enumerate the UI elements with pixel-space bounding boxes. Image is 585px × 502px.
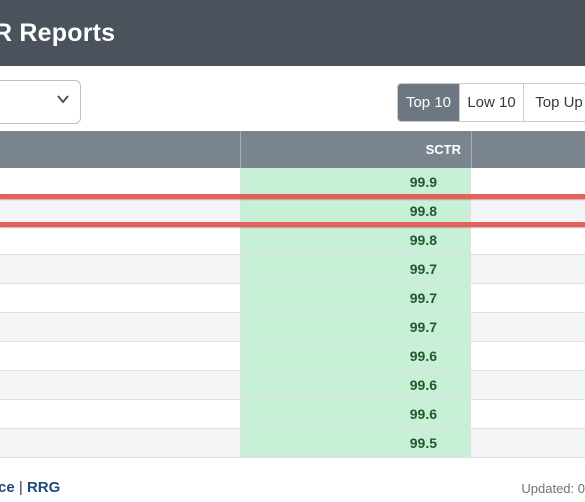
footer-separator: | [18,479,23,496]
sctr-cell: 99.6 [240,371,471,399]
table-row[interactable]: 99.6 [0,342,585,371]
sctr-cell: 99.7 [240,313,471,341]
table-header: SCTR [0,131,585,168]
table-row[interactable]: 99.7 [0,255,585,284]
sctr-cell: 99.8 [240,226,471,254]
table-row[interactable]: 99.5 [0,429,585,458]
footer-link-partial[interactable]: ce [0,479,15,496]
table-row[interactable]: 99.7 [0,313,585,342]
footer-links: ce | RRG [0,479,60,496]
top-up-button[interactable]: Top Up [524,84,585,121]
highlight-line-top [0,194,585,199]
ranking-segmented-control: Top 10 Low 10 Top Up [397,83,585,122]
rrg-link[interactable]: RRG [26,479,61,496]
top-10-button[interactable]: Top 10 [398,84,460,121]
report-select-dropdown[interactable] [0,80,81,124]
sctr-cell: 99.6 [240,342,471,370]
chevron-down-icon [57,95,69,104]
low-10-button[interactable]: Low 10 [460,84,524,121]
page-header: R Reports [0,0,585,66]
sctr-cell: 99.8 [240,197,471,225]
sctr-cell: 99.5 [240,429,471,457]
table-row[interactable]: 99.8 [0,226,585,255]
sctr-cell: 99.9 [240,168,471,196]
table-row[interactable]: 99.7 [0,284,585,313]
column-divider [471,131,472,168]
table-body: 99.9 99.8 99.8 99.7 99.7 99.7 99.6 99.6 … [0,168,585,458]
sctr-cell: 99.7 [240,284,471,312]
sctr-cell: 99.6 [240,400,471,428]
table-row[interactable]: 99.8 [0,197,585,226]
page-title: R Reports [0,19,116,47]
sctr-cell: 99.7 [240,255,471,283]
table-row[interactable]: 99.6 [0,400,585,429]
column-divider [240,131,241,168]
table-row[interactable]: 99.9 [0,168,585,197]
updated-timestamp: Updated: 0 [521,481,585,496]
highlight-line-bottom [0,222,585,227]
table-row[interactable]: 99.6 [0,371,585,400]
sctr-column-header[interactable]: SCTR [425,142,461,157]
